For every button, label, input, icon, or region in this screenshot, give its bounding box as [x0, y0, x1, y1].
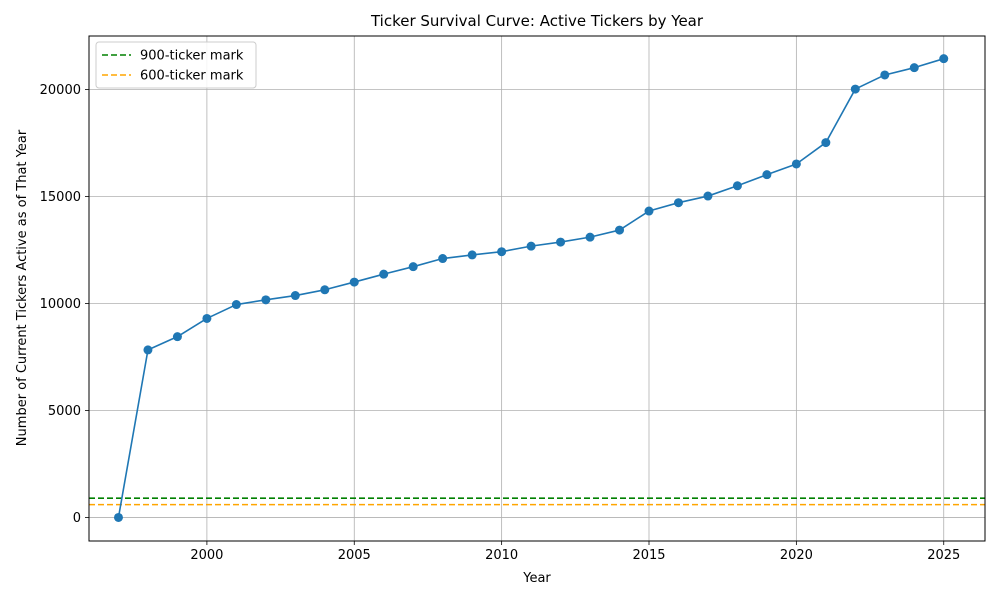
plot-frame — [88, 35, 986, 542]
data-point — [497, 247, 507, 257]
data-point — [113, 512, 123, 522]
legend-label-600: 600-ticker mark — [140, 69, 244, 84]
legend-label-900: 900-ticker mark — [140, 49, 244, 64]
data-point — [732, 181, 742, 191]
data-point — [408, 262, 418, 272]
x-tick-label: 2015 — [632, 548, 665, 563]
data-point — [261, 295, 271, 305]
data-point — [231, 300, 241, 310]
y-axis-label: Number of Current Tickers Active as of T… — [15, 129, 30, 446]
data-point — [290, 291, 300, 301]
y-tick-label: 15000 — [40, 190, 81, 205]
data-point — [791, 159, 801, 169]
x-tick-label: 2000 — [190, 548, 223, 563]
data-point — [438, 254, 448, 264]
data-point — [673, 198, 683, 208]
x-tick-label: 2010 — [485, 548, 518, 563]
legend: 900-ticker mark 600-ticker mark — [95, 41, 257, 89]
data-point — [349, 277, 359, 287]
y-tick-label: 5000 — [48, 404, 81, 419]
y-tick-label: 20000 — [40, 83, 81, 98]
data-point — [644, 206, 654, 216]
data-point — [467, 250, 477, 260]
x-tick-label: 2005 — [338, 548, 371, 563]
y-tick-label: 10000 — [40, 297, 81, 312]
data-series — [113, 54, 949, 522]
reference-lines — [89, 497, 985, 506]
x-tick-label: 2020 — [780, 548, 813, 563]
grid-lines — [89, 36, 985, 541]
data-point — [880, 70, 890, 80]
data-point — [379, 269, 389, 279]
data-point — [202, 313, 212, 323]
legend-box — [95, 41, 257, 89]
data-point — [556, 237, 566, 247]
x-tick-label: 2025 — [927, 548, 960, 563]
data-point — [585, 232, 595, 242]
data-point — [320, 285, 330, 295]
data-point — [850, 84, 860, 94]
data-point — [143, 345, 153, 355]
data-point — [526, 241, 536, 251]
data-point — [172, 332, 182, 342]
data-point — [821, 138, 831, 148]
data-point — [939, 54, 949, 64]
x-axis-label: Year — [522, 571, 551, 586]
data-point — [703, 191, 713, 201]
y-tick-label: 0 — [73, 511, 81, 526]
axis-ticks: 2000 2005 2010 2015 2020 2025 0 5000 10000 15000 2… — [40, 83, 961, 563]
chart-title: Ticker Survival Curve: Active Tickers by… — [370, 12, 704, 30]
data-point — [909, 63, 919, 73]
data-point — [615, 225, 625, 235]
data-point — [762, 170, 772, 180]
